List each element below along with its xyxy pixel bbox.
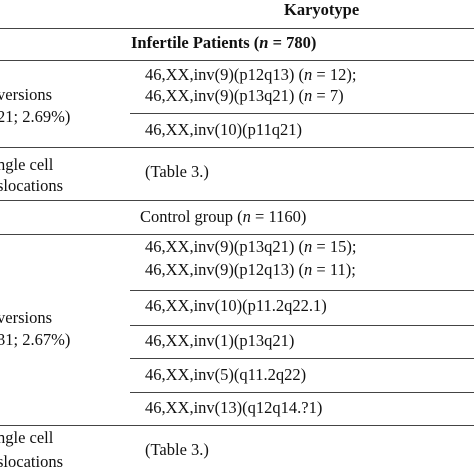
karyotype: (Table 3.): [145, 440, 209, 460]
row-label: versions: [0, 85, 52, 104]
rule: [130, 358, 474, 359]
karyotype: 46,XX,inv(9)(p12q13) (n = 12);: [145, 65, 356, 85]
text-run: (Table 3.): [145, 162, 209, 181]
rule: [130, 325, 474, 326]
text-run: 46,XX,inv(10)(p11.2q22.1): [145, 296, 327, 315]
row-label: slocations: [0, 176, 63, 195]
text-run: 46,XX,inv(9)(p13q21) (: [145, 86, 305, 105]
text-run: 46,XX,inv(1)(p13q21): [145, 331, 295, 350]
text-run: = 780): [268, 33, 317, 52]
text-run: Infertile Patients (: [131, 33, 260, 52]
text-run: n: [304, 260, 313, 279]
text-run: = 1160): [250, 207, 307, 226]
text-run: 46,XX,inv(9)(p12q13) (: [145, 65, 305, 84]
text-run: = 15);: [312, 237, 357, 256]
karyotype: 46,XX,inv(10)(p11q21): [145, 120, 302, 140]
column-header: Karyotype: [284, 0, 360, 19]
text-run: n: [304, 65, 313, 84]
karyotype: 46,XX,inv(9)(p13q21) (n = 7): [145, 86, 344, 106]
text-run: n: [304, 86, 313, 105]
rule: [0, 28, 474, 29]
text-run: n: [242, 207, 251, 226]
text-run: 46,XX,inv(9)(p12q13) (: [145, 260, 305, 279]
karyotype: 46,XX,inv(13)(q12q14.?1): [145, 398, 322, 418]
section-title: Control group (n = 1160): [140, 207, 306, 227]
row-label: ngle cell: [0, 155, 54, 174]
text-run: = 12);: [312, 65, 357, 84]
row-label: 21; 2.69%): [0, 107, 71, 126]
text-run: 46,XX,inv(13)(q12q14.?1): [145, 398, 323, 417]
row-label: slocations: [0, 452, 63, 471]
rule: [130, 113, 474, 114]
rule: [0, 234, 474, 235]
row-label: 31; 2.67%): [0, 330, 71, 349]
karyotype: 46,XX,inv(10)(p11.2q22.1): [145, 296, 327, 316]
text-run: = 7): [312, 86, 344, 105]
row-label: ngle cell: [0, 428, 54, 447]
rule: [0, 200, 474, 201]
karyotype: 46,XX,inv(9)(p12q13) (n = 11);: [145, 260, 356, 280]
text-run: = 11);: [312, 260, 356, 279]
rule: [0, 60, 474, 61]
text-run: 46,XX,inv(5)(q11.2q22): [145, 365, 307, 384]
text-run: n: [304, 237, 313, 256]
karyotype: 46,XX,inv(5)(q11.2q22): [145, 365, 306, 385]
rule: [0, 425, 474, 426]
rule: [130, 392, 474, 393]
karyotype: (Table 3.): [145, 162, 209, 182]
rule: [0, 147, 474, 148]
text-run: n: [259, 33, 269, 52]
text-run: Control group (: [140, 207, 243, 226]
section-title: Infertile Patients (n = 780): [131, 33, 316, 53]
rule: [130, 290, 474, 291]
text-run: 46,XX,inv(9)(p13q21) (: [145, 237, 305, 256]
karyotype: 46,XX,inv(9)(p13q21) (n = 15);: [145, 237, 356, 257]
text-run: (Table 3.): [145, 440, 209, 459]
text-run: 46,XX,inv(10)(p11q21): [145, 120, 303, 139]
karyotype: 46,XX,inv(1)(p13q21): [145, 331, 294, 351]
row-label: versions: [0, 308, 52, 327]
